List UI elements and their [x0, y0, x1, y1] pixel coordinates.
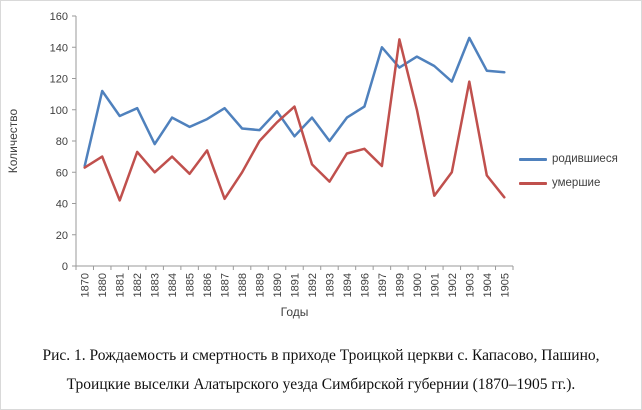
x-tick-label: 1905 — [499, 273, 511, 297]
x-tick-label: 1903 — [464, 273, 476, 297]
x-tick-label: 1891 — [290, 273, 302, 297]
legend-line-swatch-red — [519, 181, 547, 185]
x-tick-label: 1893 — [324, 273, 336, 297]
legend-item-died: умершие — [519, 177, 618, 189]
y-tick-label: 60 — [56, 167, 68, 179]
x-tick-label: 1885 — [185, 273, 197, 297]
legend-line-swatch-blue — [519, 157, 547, 161]
x-tick-label: 1892 — [307, 273, 319, 297]
series-line-0 — [83, 36, 506, 168]
caption-line-1: Рис. 1. Рождаемость и смертность в прихо… — [42, 347, 600, 364]
x-tick-label: 1889 — [255, 273, 267, 297]
x-tick-label: 1881 — [115, 273, 127, 297]
x-tick-label: 1904 — [482, 273, 494, 297]
x-axis-title: Годы — [281, 305, 309, 319]
x-tick-label: 1900 — [412, 273, 424, 297]
series-line-1 — [83, 38, 506, 202]
x-tick-label: 1894 — [342, 273, 354, 297]
y-tick-label: 0 — [62, 261, 68, 273]
y-tick-label: 40 — [56, 199, 68, 211]
x-tick-label: 1884 — [167, 273, 179, 297]
x-tick-label: 1880 — [97, 273, 109, 297]
x-tick-label: 1899 — [394, 273, 406, 297]
x-tick-label: 1886 — [202, 273, 214, 297]
x-tick-label: 1883 — [150, 273, 162, 297]
y-tick-label: 100 — [50, 105, 68, 117]
x-tick-label: 1897 — [377, 273, 389, 297]
y-tick-label: 120 — [50, 74, 68, 86]
y-axis-title: Количество — [6, 108, 20, 173]
x-tick-label: 1901 — [429, 273, 441, 297]
x-tick-label: 1887 — [220, 273, 232, 297]
legend-label-born: родившиеся — [552, 153, 618, 165]
chart-canvas: 0 20 40 60 80 100 120 140 160 1870 1880 1881 1882 188… — [6, 11, 514, 319]
legend-label-died: умершие — [552, 177, 601, 189]
x-tick-label: 1902 — [447, 273, 459, 297]
line-chart: 0 20 40 60 80 100 120 140 160 1870 1880 1881 1882 188… — [1, 1, 641, 331]
y-tick-label: 80 — [56, 136, 68, 148]
x-tick-label: 1870 — [80, 273, 92, 297]
legend-item-born: родившиеся — [519, 153, 618, 165]
figure-caption: Рис. 1. Рождаемость и смертность в прихо… — [1, 341, 641, 399]
x-tick-label: 1888 — [237, 273, 249, 297]
x-tick-label: 1882 — [132, 273, 144, 297]
y-tick-label: 20 — [56, 230, 68, 242]
y-tick-label: 140 — [50, 42, 68, 54]
y-tick-label: 160 — [50, 11, 68, 23]
x-tick-label: 1890 — [272, 273, 284, 297]
chart-legend: родившиеся умершие — [519, 153, 618, 189]
x-tick-label: 1896 — [359, 273, 371, 297]
caption-line-2: Троицкие выселки Алатырского уезда Симби… — [66, 376, 576, 393]
